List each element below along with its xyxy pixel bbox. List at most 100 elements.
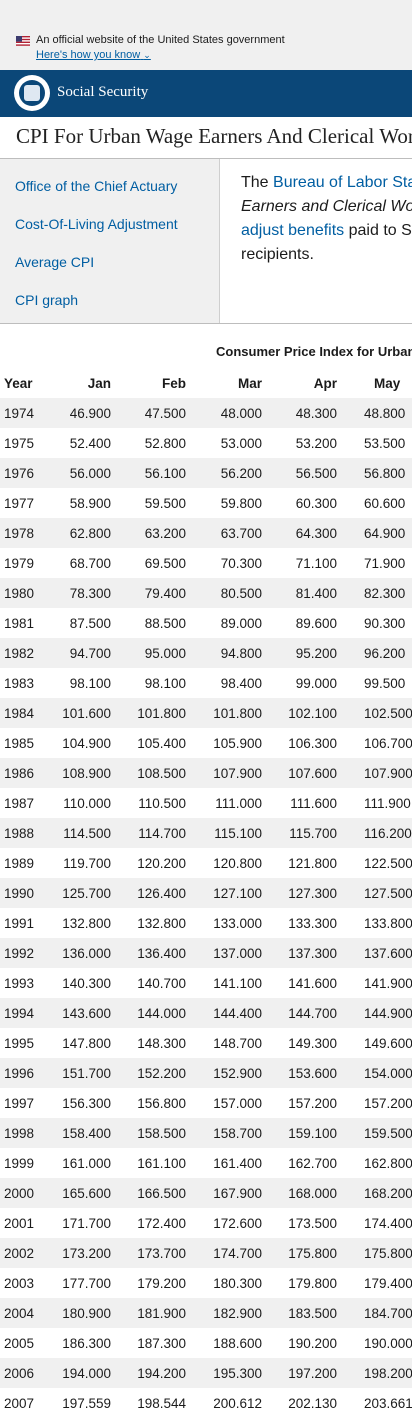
cpi-value-cell: 99.500 (364, 675, 406, 691)
ssa-seal-logo[interactable] (14, 75, 50, 111)
cpi-value-cell: 80.500 (220, 585, 262, 601)
year-cell: 1979 (4, 555, 35, 571)
content-top: Office of the Chief Actuary Cost-Of-Livi… (0, 159, 412, 324)
cpi-value-cell: 190.000 (364, 1335, 412, 1351)
cpi-value-cell: 53.200 (295, 435, 337, 451)
cpi-value-cell: 71.900 (364, 555, 406, 571)
year-cell: 1994 (4, 1005, 35, 1021)
cpi-value-cell: 167.900 (213, 1185, 262, 1201)
cpi-value-cell: 147.800 (62, 1035, 111, 1051)
table-row: 1978 62.800 63.200 63.700 64.300 64.900 (0, 518, 412, 548)
year-cell: 1998 (4, 1125, 35, 1141)
cpi-value-cell: 157.000 (213, 1095, 262, 1111)
cpi-value-cell: 172.400 (137, 1215, 186, 1231)
table-row: 1976 56.000 56.100 56.200 56.500 56.800 (0, 458, 412, 488)
year-cell: 1977 (4, 495, 35, 511)
cpi-value-cell: 125.700 (62, 885, 111, 901)
cpi-value-cell: 89.000 (220, 615, 262, 631)
cpi-value-cell: 181.900 (137, 1305, 186, 1321)
cpi-value-cell: 102.100 (288, 705, 337, 721)
cpi-value-cell: 184.700 (364, 1305, 412, 1321)
sidebar-item-chief-actuary[interactable]: Office of the Chief Actuary (15, 178, 178, 194)
side-nav: Office of the Chief Actuary Cost-Of-Livi… (0, 159, 220, 323)
cpi-value-cell: 59.500 (144, 495, 186, 511)
cpi-value-cell: 161.400 (213, 1155, 262, 1171)
cpi-value-cell: 173.200 (62, 1245, 111, 1261)
table-row: 1999 161.000 161.100 161.400 162.700 162.800 (0, 1148, 412, 1178)
cpi-value-cell: 71.100 (295, 555, 337, 571)
cpi-value-cell: 69.500 (144, 555, 186, 571)
table-row: 1982 94.700 95.000 94.800 95.200 96.200 (0, 638, 412, 668)
cpi-table: Year Jan Feb Mar Apr May 1974 46.900 47.50… (0, 368, 412, 1418)
table-row: 1991 132.800 132.800 133.000 133.300 133.800 (0, 908, 412, 938)
cpi-value-cell: 119.700 (63, 855, 111, 871)
cpi-value-cell: 148.300 (137, 1035, 186, 1051)
cpi-value-cell: 122.500 (364, 855, 412, 871)
table-row: 2007 197.559 198.544 200.612 202.130 203.661 (0, 1388, 412, 1418)
cpi-value-cell: 89.600 (295, 615, 337, 631)
year-cell: 1986 (4, 765, 35, 781)
cpi-value-cell: 151.700 (62, 1065, 111, 1081)
cpi-value-cell: 161.000 (62, 1155, 111, 1171)
heres-how-you-know-link[interactable]: Here's how you know ⌄ (36, 49, 151, 61)
cpi-value-cell: 149.300 (288, 1035, 337, 1051)
cpi-value-cell: 56.100 (144, 465, 186, 481)
cpi-value-cell: 194.200 (137, 1365, 186, 1381)
sidebar-item-cpi-graph[interactable]: CPI graph (15, 292, 79, 308)
cpi-value-cell: 137.300 (288, 945, 337, 961)
intro-text-3: paid to Social Security (348, 222, 412, 239)
table-row: 2006 194.000 194.200 195.300 197.200 198.200 (0, 1358, 412, 1388)
table-row: 2001 171.700 172.400 172.600 173.500 174.400 (0, 1208, 412, 1238)
cpi-value-cell: 110.500 (138, 795, 186, 811)
year-cell: 1999 (4, 1155, 35, 1171)
cpi-value-cell: 136.000 (62, 945, 111, 961)
cpi-value-cell: 141.600 (288, 975, 337, 991)
table-body: 1974 46.900 47.500 48.000 48.300 48.800 1975 52… (0, 398, 412, 1418)
cpi-value-cell: 127.300 (288, 885, 337, 901)
page-title: CPI For Urban Wage Earners And Clerical … (0, 117, 412, 159)
cpi-value-cell: 82.300 (364, 585, 406, 601)
year-cell: 1988 (4, 825, 35, 841)
column-header: Jan (87, 375, 111, 391)
table-row: 1983 98.100 98.100 98.400 99.000 99.500 (0, 668, 412, 698)
chevron-down-icon: ⌄ (143, 50, 151, 60)
cpi-value-cell: 111.000 (215, 795, 262, 811)
table-row: 1981 87.500 88.500 89.000 89.600 90.300 (0, 608, 412, 638)
cpi-value-cell: 115.700 (289, 825, 337, 841)
cpi-value-cell: 120.800 (213, 855, 262, 871)
cpi-value-cell: 105.400 (137, 735, 186, 751)
year-cell: 2004 (4, 1305, 35, 1321)
cpi-value-cell: 179.400 (364, 1275, 412, 1291)
cpi-value-cell: 108.900 (62, 765, 111, 781)
cpi-value-cell: 95.200 (295, 645, 337, 661)
cpi-value-cell: 126.400 (137, 885, 186, 901)
cpi-value-cell: 198.200 (364, 1365, 412, 1381)
cpi-value-cell: 197.559 (62, 1395, 111, 1411)
sidebar-item-average-cpi[interactable]: Average CPI (15, 254, 95, 270)
cpi-value-cell: 137.000 (213, 945, 262, 961)
cpi-value-cell: 159.100 (288, 1125, 337, 1141)
cpi-value-cell: 140.700 (137, 975, 186, 991)
intro-text-2: Earners and Clerical Workers (241, 198, 412, 215)
table-title: Consumer Price Index for Urban Wage Earn… (0, 324, 412, 368)
cpi-value-cell: 154.000 (364, 1065, 412, 1081)
cpi-value-cell: 133.800 (364, 915, 412, 931)
cpi-value-cell: 64.900 (364, 525, 406, 541)
sidebar-item-cola[interactable]: Cost-Of-Living Adjustment (15, 216, 178, 232)
table-row: 1974 46.900 47.500 48.000 48.300 48.800 (0, 398, 412, 428)
site-name[interactable]: Social Security (57, 84, 149, 100)
table-row: 2004 180.900 181.900 182.900 183.500 184.700 (0, 1298, 412, 1328)
cpi-value-cell: 106.700 (364, 735, 412, 751)
cpi-value-cell: 110.000 (63, 795, 111, 811)
adjust-benefits-link[interactable]: adjust benefits (241, 222, 345, 239)
bls-link[interactable]: Bureau of Labor Statistics (273, 174, 412, 191)
year-cell: 1975 (4, 435, 35, 451)
table-row: 1993 140.300 140.700 141.100 141.600 141.900 (0, 968, 412, 998)
cpi-value-cell: 203.661 (364, 1395, 412, 1411)
table-row: 1987 110.000 110.500 111.000 111.600 111.900 (0, 788, 412, 818)
cpi-value-cell: 47.500 (144, 405, 186, 421)
year-cell: 1990 (4, 885, 35, 901)
heres-how-you-know-label: Here's how you know (36, 49, 141, 61)
cpi-value-cell: 52.400 (69, 435, 111, 451)
cpi-value-cell: 101.800 (137, 705, 186, 721)
